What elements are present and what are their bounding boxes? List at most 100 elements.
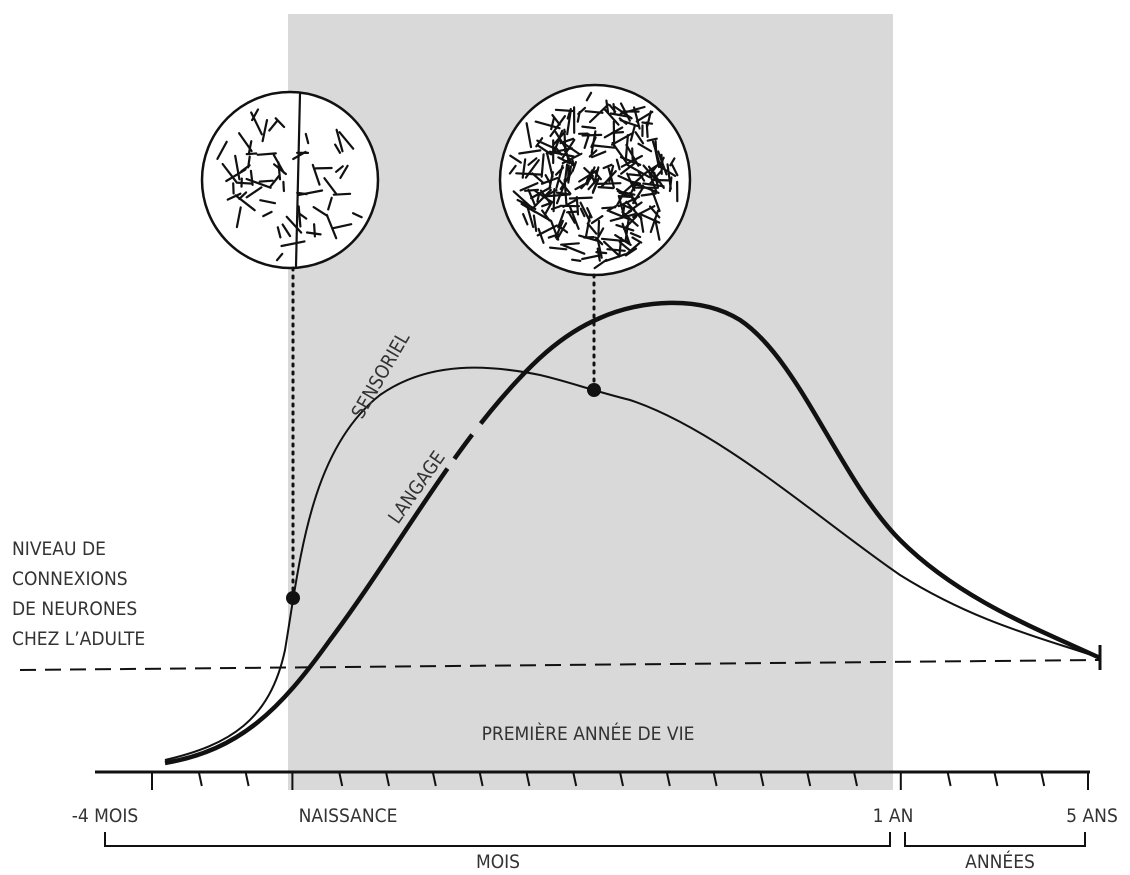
dendrite xyxy=(642,182,665,188)
dendrite xyxy=(225,168,247,183)
adult-level-line xyxy=(19,659,1101,671)
dendrite xyxy=(285,215,303,234)
dendrite xyxy=(583,133,591,149)
dendrite xyxy=(581,133,603,137)
dendrite xyxy=(669,157,676,167)
dendrite xyxy=(313,223,316,238)
dendrite xyxy=(258,179,274,183)
axon xyxy=(294,92,302,268)
dendrite xyxy=(550,205,561,211)
dendrite xyxy=(521,213,529,226)
dendrite xyxy=(335,128,344,153)
dendrite xyxy=(261,118,269,143)
dendrite xyxy=(256,152,277,156)
dendrite xyxy=(596,227,605,240)
dendrite xyxy=(584,110,604,114)
dendrite xyxy=(563,163,569,183)
dendrite xyxy=(518,149,542,155)
dendrite xyxy=(550,116,556,131)
dendrite xyxy=(625,242,641,255)
dendrite xyxy=(615,158,621,171)
dendrite xyxy=(653,217,661,241)
dendrite xyxy=(584,213,592,239)
dendrite xyxy=(629,124,636,142)
dendrite xyxy=(245,186,263,199)
dendrite xyxy=(238,132,253,153)
dendrite xyxy=(534,189,554,204)
dendrite xyxy=(526,205,535,229)
dendrite xyxy=(534,120,561,130)
dendrite xyxy=(262,210,273,218)
tick xyxy=(1040,771,1046,787)
dendrite xyxy=(579,201,591,222)
dendrite xyxy=(578,168,599,183)
dendrite xyxy=(259,199,277,205)
dendrite xyxy=(557,156,571,165)
dendrite xyxy=(609,112,630,118)
dendrite xyxy=(544,193,570,198)
tick xyxy=(665,771,671,787)
dendrite xyxy=(604,253,627,262)
range-bracket xyxy=(104,832,891,847)
dendrite xyxy=(590,150,607,159)
tick xyxy=(525,771,531,787)
dendrite xyxy=(312,206,329,217)
tick xyxy=(431,771,437,787)
dendrite xyxy=(586,222,598,235)
dendrite xyxy=(621,204,626,217)
dendrite xyxy=(618,191,632,198)
dendrite xyxy=(544,189,558,197)
neuron-circle-birth xyxy=(200,90,380,270)
dendrite xyxy=(588,149,598,158)
dendrite xyxy=(551,113,561,126)
dendrite xyxy=(323,177,338,196)
dendrite xyxy=(566,109,572,136)
dendrite xyxy=(608,164,615,183)
dendrite xyxy=(631,183,645,187)
dendrite xyxy=(332,223,353,230)
dendrite xyxy=(592,144,616,149)
dendrite xyxy=(537,227,545,244)
dendrite xyxy=(523,188,540,192)
dendrite xyxy=(508,164,517,175)
tick xyxy=(853,771,858,787)
dendrite xyxy=(529,186,552,200)
dendrite xyxy=(570,157,576,168)
dendrite xyxy=(531,172,545,185)
dendrite xyxy=(221,162,238,184)
dendrite xyxy=(610,131,625,134)
tick xyxy=(385,771,390,787)
dendrite xyxy=(597,186,615,190)
band-label: PREMIÈRE ANNÉE DE VIE xyxy=(482,722,695,745)
dendrite xyxy=(548,246,568,251)
dendrite xyxy=(650,188,661,213)
dendrite xyxy=(646,137,658,142)
adult-level-label: NIVEAU DE xyxy=(12,538,106,560)
dendrite xyxy=(234,154,241,181)
dendrite xyxy=(595,251,608,255)
range-label: MOIS xyxy=(476,851,520,873)
dendrite xyxy=(600,170,617,189)
dendrite xyxy=(581,254,603,261)
axis-label: NAISSANCE xyxy=(299,805,398,827)
dendrite xyxy=(630,194,639,207)
dendrite xyxy=(249,169,254,186)
dendrite xyxy=(554,166,565,176)
dendrite xyxy=(292,150,307,161)
dendrite xyxy=(581,125,597,130)
dendrite xyxy=(603,108,620,126)
dendrite xyxy=(339,164,349,179)
dendrite xyxy=(332,192,352,196)
dendrite xyxy=(275,252,284,262)
dendrite xyxy=(629,232,642,239)
dendrite xyxy=(296,191,308,196)
dendrite xyxy=(540,209,551,222)
dendrite xyxy=(555,191,571,196)
tick xyxy=(759,771,765,787)
dendrite xyxy=(245,177,272,189)
tick xyxy=(946,771,952,787)
dendrite xyxy=(578,234,600,243)
dendrite xyxy=(516,198,537,211)
dendrite xyxy=(634,131,645,145)
